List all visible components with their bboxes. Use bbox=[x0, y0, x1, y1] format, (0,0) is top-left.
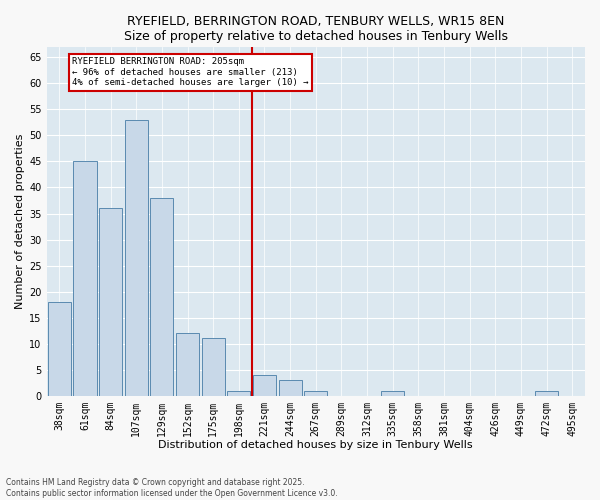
Title: RYEFIELD, BERRINGTON ROAD, TENBURY WELLS, WR15 8EN
Size of property relative to : RYEFIELD, BERRINGTON ROAD, TENBURY WELLS… bbox=[124, 15, 508, 43]
Bar bbox=[176, 334, 199, 396]
Bar bbox=[253, 375, 276, 396]
Bar bbox=[73, 162, 97, 396]
Bar bbox=[151, 198, 173, 396]
Bar bbox=[125, 120, 148, 396]
Text: RYEFIELD BERRINGTON ROAD: 205sqm
← 96% of detached houses are smaller (213)
4% o: RYEFIELD BERRINGTON ROAD: 205sqm ← 96% o… bbox=[72, 58, 308, 87]
Text: Contains HM Land Registry data © Crown copyright and database right 2025.
Contai: Contains HM Land Registry data © Crown c… bbox=[6, 478, 338, 498]
Bar bbox=[202, 338, 225, 396]
Bar bbox=[227, 390, 250, 396]
Bar bbox=[535, 390, 558, 396]
Bar bbox=[48, 302, 71, 396]
X-axis label: Distribution of detached houses by size in Tenbury Wells: Distribution of detached houses by size … bbox=[158, 440, 473, 450]
Bar bbox=[278, 380, 302, 396]
Bar bbox=[304, 390, 328, 396]
Bar bbox=[381, 390, 404, 396]
Bar bbox=[99, 208, 122, 396]
Y-axis label: Number of detached properties: Number of detached properties bbox=[15, 134, 25, 309]
